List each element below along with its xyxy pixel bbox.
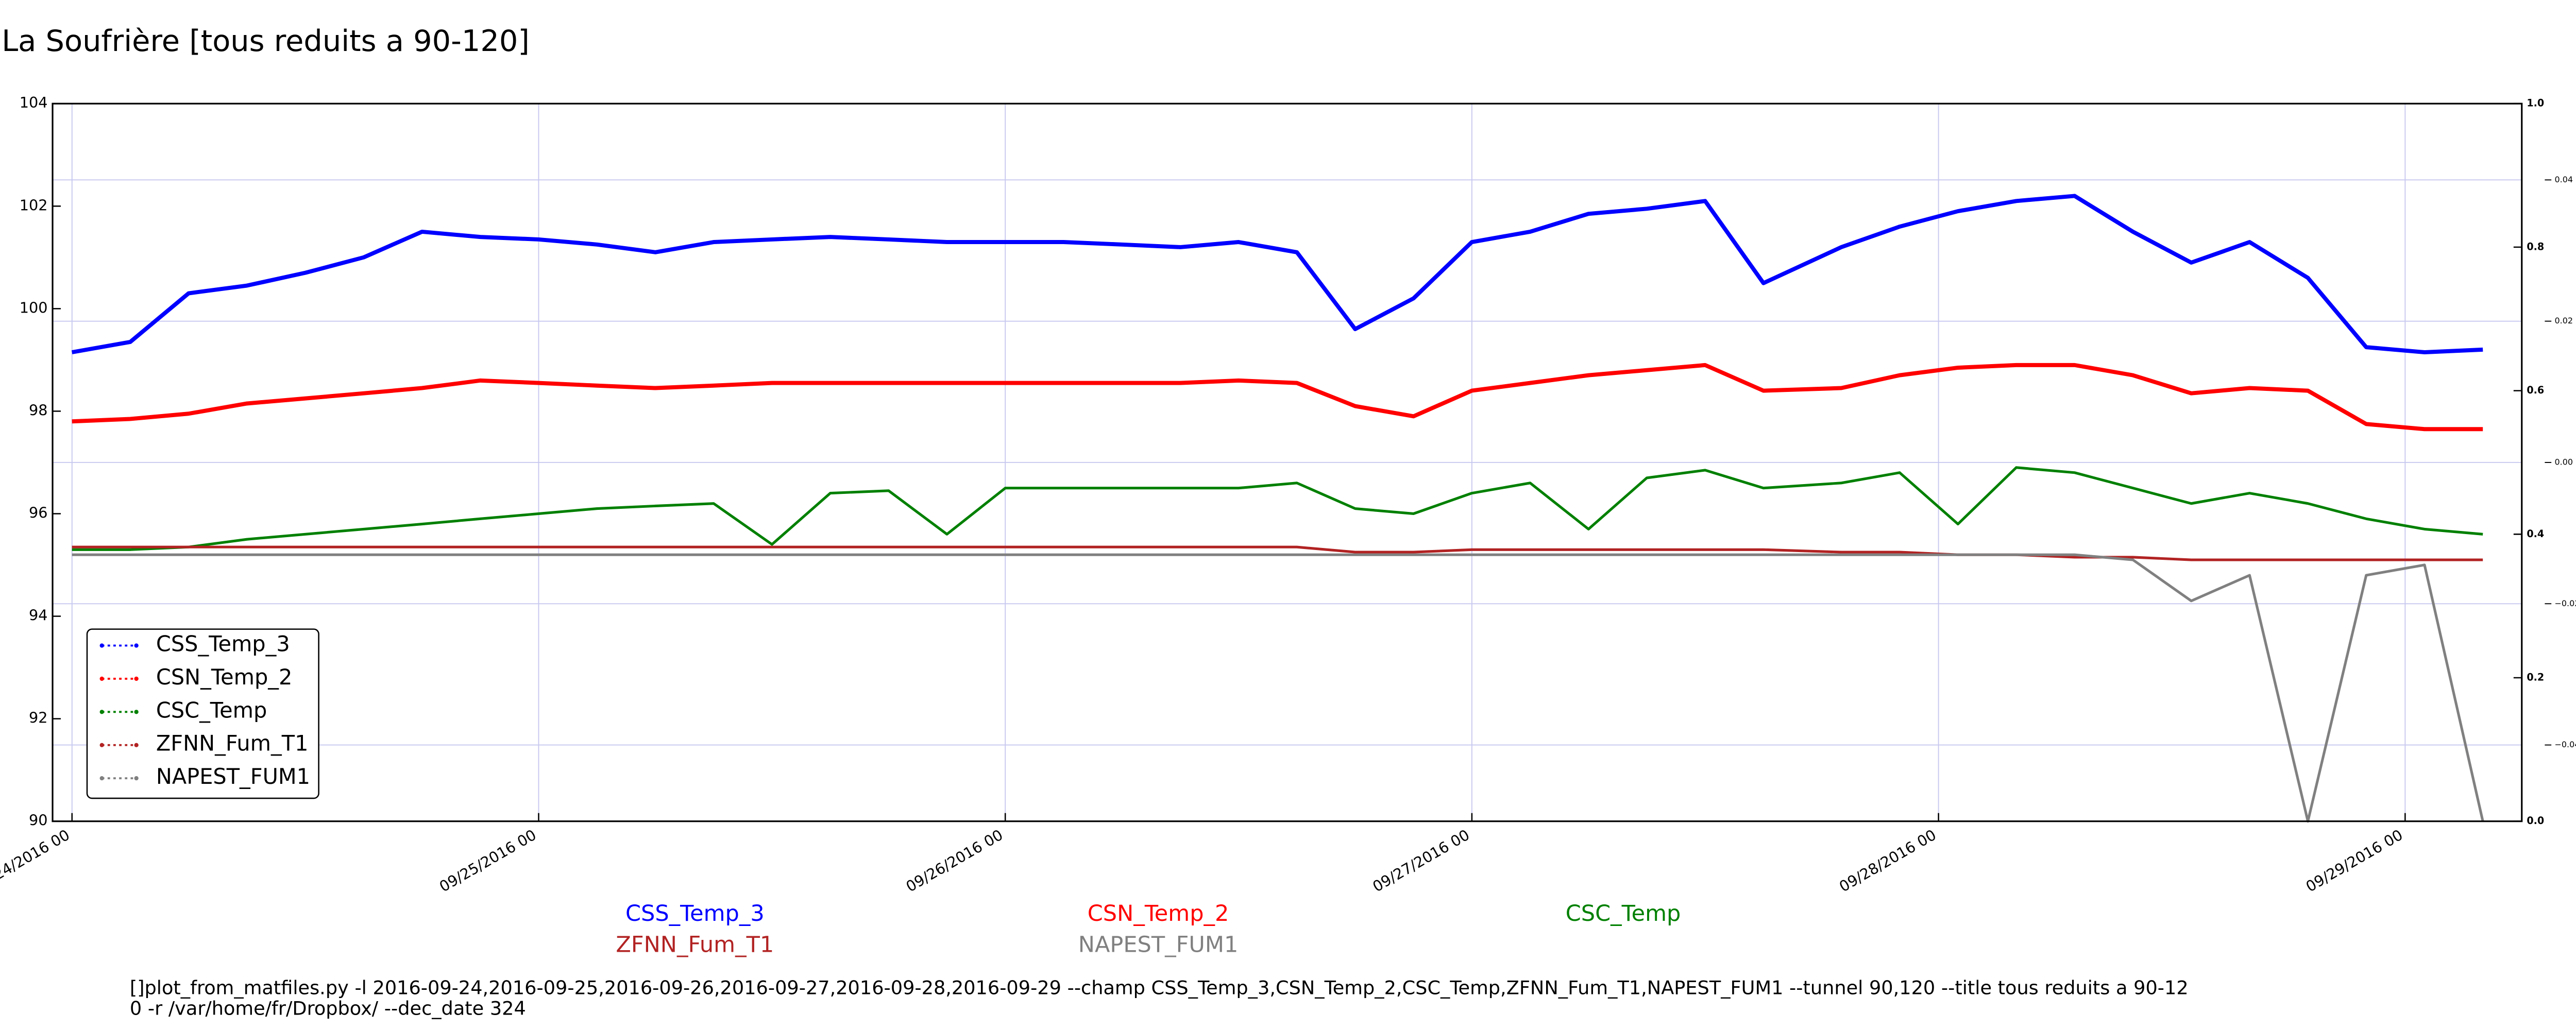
x-tick-label: 09/24/2016 00: [0, 826, 73, 896]
footnote: 0 -r /var/home/fr/Dropbox/ --dec_date 32…: [130, 997, 526, 1019]
series-line: [71, 194, 2483, 354]
series-line: [72, 363, 2483, 432]
legend-label: CSC_Temp: [156, 698, 267, 723]
y3-tick-label: 0.02: [2555, 316, 2573, 325]
y2-tick-label: 0.0: [2527, 815, 2544, 827]
legend-marker: [134, 643, 139, 648]
y-tick-label: 104: [20, 94, 48, 111]
y2-tick-label: 0.6: [2527, 384, 2544, 396]
series-line: [72, 466, 2483, 551]
legend-marker: [134, 743, 139, 747]
footnote: []plot_from_matfiles.py -l 2016-09-24,20…: [130, 976, 2189, 999]
series-line: [72, 553, 2484, 823]
x-tick-label: 09/29/2016 00: [2303, 826, 2406, 896]
y3-tick-label: −0.02: [2555, 598, 2576, 608]
y3-tick-label: −0.04: [2555, 740, 2576, 749]
chart-title: La Soufrière [tous reduits a 90-120]: [2, 24, 530, 58]
legend-box: [86, 628, 319, 799]
y-tick-label: 90: [29, 812, 48, 829]
y2-tick-label: 0.8: [2527, 241, 2544, 252]
legend-label: CSN_Temp_2: [156, 665, 292, 690]
series-caption: CSC_Temp: [1566, 901, 1681, 926]
legend-marker: [134, 776, 139, 781]
y2-tick-label: 1.0: [2527, 97, 2544, 109]
legend-marker: [99, 710, 104, 714]
y-tick-label: 102: [20, 196, 48, 214]
series-caption: NAPEST_FUM1: [1078, 932, 1239, 958]
legend-marker: [99, 643, 104, 648]
legend-marker: [99, 743, 104, 747]
y-tick-label: 100: [20, 299, 48, 316]
legend-label: ZFNN_Fum_T1: [156, 731, 309, 756]
y3-tick-label: 0.00: [2555, 457, 2573, 467]
series-caption: ZFNN_Fum_T1: [616, 932, 774, 958]
legend-marker: [134, 710, 139, 714]
x-tick-label: 09/27/2016 00: [1369, 826, 1472, 896]
plot-frame: [52, 102, 2523, 822]
x-tick-label: 09/26/2016 00: [903, 826, 1006, 896]
legend-marker: [99, 776, 104, 781]
y-tick-label: 96: [29, 504, 48, 521]
legend-marker: [99, 676, 104, 681]
y-tick-label: 98: [29, 401, 48, 419]
legend-label: CSS_Temp_3: [156, 632, 290, 657]
series-line: [72, 545, 2483, 561]
y3-tick-label: 0.04: [2555, 175, 2573, 184]
y-tick-label: 94: [29, 607, 48, 624]
series-caption: CSS_Temp_3: [625, 901, 765, 926]
y2-tick-label: 0.4: [2527, 528, 2544, 540]
x-tick-label: 09/25/2016 00: [436, 826, 539, 896]
y-tick-label: 92: [29, 709, 48, 727]
legend-label: NAPEST_FUM1: [156, 764, 310, 789]
y2-tick-label: 0.2: [2527, 672, 2544, 683]
x-tick-label: 09/28/2016 00: [1836, 826, 1939, 896]
series-caption: CSN_Temp_2: [1088, 901, 1229, 926]
legend-marker: [134, 676, 139, 681]
